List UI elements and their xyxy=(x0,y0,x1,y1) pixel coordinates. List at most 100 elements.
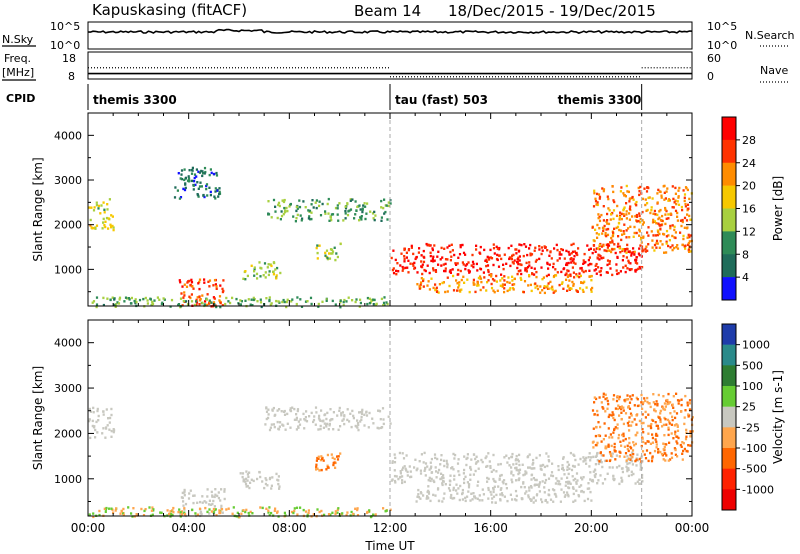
velocity-echo-cell xyxy=(244,480,247,483)
velocity-echo-cell xyxy=(652,419,655,422)
power-echo-cell xyxy=(627,227,630,230)
power-echo-cell xyxy=(623,232,626,235)
velocity-echo-cell xyxy=(493,485,496,488)
velocity-y-axis-label: Slant Range [km] xyxy=(31,366,45,470)
velocity-echo-cell xyxy=(505,482,508,486)
velocity-echo-cell xyxy=(327,428,330,431)
power-echo-cell xyxy=(373,298,376,302)
velocity-echo-cell xyxy=(463,455,466,458)
power-echo-cell xyxy=(191,169,194,172)
velocity-echo-cell xyxy=(597,479,600,482)
power-echo-cell xyxy=(497,254,501,257)
power-echo-cell xyxy=(281,199,284,202)
velocity-echo-cell xyxy=(567,482,570,485)
power-echo-cell xyxy=(584,269,587,273)
velocity-echo-cell xyxy=(680,410,683,413)
velocity-echo-cell xyxy=(631,394,634,397)
velocity-echo-cell xyxy=(641,402,644,406)
velocity-echo-cell xyxy=(624,452,628,455)
power-echo-cell xyxy=(619,270,622,273)
power-echo-cell xyxy=(208,285,211,288)
power-echo-cell xyxy=(354,200,357,203)
velocity-echo-cell xyxy=(550,474,553,477)
power-echo-cell xyxy=(215,287,218,290)
power-echo-cell xyxy=(178,197,181,200)
velocity-echo-cell xyxy=(532,477,535,480)
velocity-echo-cell xyxy=(620,480,623,483)
velocity-echo-cell xyxy=(522,481,525,484)
power-echo-cell xyxy=(208,299,211,302)
power-echo-cell xyxy=(667,244,670,248)
velocity-echo-cell xyxy=(640,401,643,404)
power-echo-cell xyxy=(328,257,332,260)
power-echo-cell xyxy=(679,219,683,222)
velocity-echo-cell xyxy=(663,402,666,405)
power-echo-cell xyxy=(549,251,552,254)
velocity-echo-cell xyxy=(626,469,629,473)
power-echo-cell xyxy=(588,262,591,266)
velocity-echo-cell xyxy=(462,472,465,475)
power-echo-cell xyxy=(259,275,262,278)
velocity-echo-cell xyxy=(363,424,366,427)
velocity-echo-cell xyxy=(322,419,325,422)
velocity-echo-cell xyxy=(673,424,676,427)
power-echo-cell xyxy=(596,192,599,196)
power-echo-cell xyxy=(485,260,489,263)
power-echo-cell xyxy=(372,303,375,306)
power-echo-cell xyxy=(244,278,247,281)
velocity-echo-cell xyxy=(223,488,226,491)
power-echo-cell xyxy=(282,200,286,204)
power-echo-cell xyxy=(183,283,186,286)
power-echo-cell xyxy=(638,190,641,193)
power-echo-cell xyxy=(250,298,253,301)
power-echo-cell xyxy=(186,281,189,284)
velocity-echo-cell xyxy=(499,474,502,477)
power-echo-cell xyxy=(194,183,197,187)
velocity-echo-cell xyxy=(591,441,594,444)
power-echo-cell xyxy=(326,202,329,206)
power-echo-cell xyxy=(365,212,368,215)
velocity-echo-cell xyxy=(317,455,320,458)
velocity-echo-cell xyxy=(169,512,172,516)
power-echo-cell xyxy=(462,275,465,278)
power-echo-cell xyxy=(628,268,631,271)
power-echo-cell xyxy=(392,249,395,252)
velocity-echo-cell xyxy=(667,459,670,462)
velocity-echo-cell xyxy=(676,455,679,458)
velocity-echo-cell xyxy=(608,459,611,463)
velocity-echo-cell xyxy=(314,423,317,426)
power-echo-cell xyxy=(500,257,503,261)
power-echo-cell xyxy=(570,257,573,260)
velocity-echo-cell xyxy=(198,507,202,510)
date-range-title: 18/Dec/2015 - 19/Dec/2015 xyxy=(448,2,656,20)
power-echo-cell xyxy=(606,222,609,225)
velocity-echo-cell xyxy=(608,451,612,454)
velocity-echo-cell xyxy=(457,470,460,473)
velocity-echo-cell xyxy=(492,495,496,498)
velocity-echo-cell xyxy=(659,418,662,421)
power-echo-cell xyxy=(580,266,583,270)
power-echo-cell xyxy=(618,216,621,219)
power-echo-cell xyxy=(421,263,424,266)
power-echo-cell xyxy=(665,209,668,213)
power-echo-cell xyxy=(160,302,163,306)
power-echo-cell xyxy=(676,219,679,222)
power-echo-cell xyxy=(103,211,106,214)
velocity-echo-cell xyxy=(622,439,625,442)
velocity-echo-cell xyxy=(374,513,377,516)
power-echo-cell xyxy=(641,197,645,201)
velocity-echo-cell xyxy=(613,446,616,449)
power-echo-cell xyxy=(582,259,585,262)
velocity-echo-cell xyxy=(278,425,281,428)
velocity-echo-cell xyxy=(482,493,485,496)
power-echo-cell xyxy=(488,273,491,277)
power-echo-cell xyxy=(265,297,268,300)
velocity-echo-cell xyxy=(633,404,636,407)
velocity-echo-cell xyxy=(638,457,641,461)
power-echo-cell xyxy=(684,247,687,250)
velocity-echo-cell xyxy=(461,498,464,501)
power-echo-cell xyxy=(448,270,451,273)
velocity-echo-cell xyxy=(571,464,575,468)
power-echo-cell xyxy=(426,264,429,267)
